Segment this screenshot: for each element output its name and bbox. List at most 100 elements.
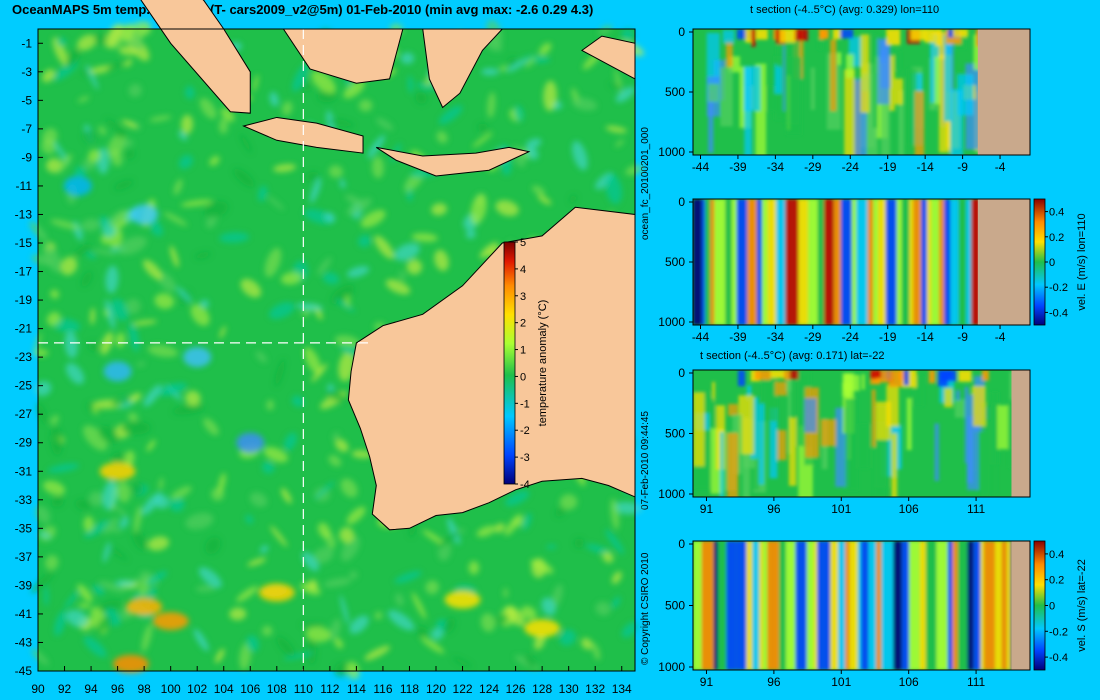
section2-band (966, 199, 971, 325)
section1-cell (888, 55, 895, 111)
section4-band (1006, 541, 1011, 670)
map-eddy (574, 538, 584, 548)
section1-cell (844, 69, 855, 155)
section3-cell (906, 397, 912, 451)
section1-cell (894, 78, 904, 105)
map-eddy (129, 392, 142, 403)
map-x-tick-label: 102 (187, 682, 207, 696)
map-eddy (503, 587, 508, 598)
map-x-tick-label: 106 (240, 682, 260, 696)
section3-y-tick-label: 500 (665, 427, 685, 441)
map-eddy (50, 426, 63, 456)
map-eddy (431, 203, 447, 216)
map-eddy (81, 271, 92, 287)
section4-band (726, 541, 737, 670)
map-cool-patch (103, 361, 132, 382)
map-y-tick-label: -33 (15, 493, 33, 507)
section2-band (798, 199, 809, 325)
section3-cell (855, 424, 870, 469)
map-eddy (133, 577, 145, 584)
section1-cell (817, 37, 823, 50)
section3-x-tick-label: 106 (899, 502, 919, 516)
map-eddy (88, 149, 101, 163)
map-eddy (86, 252, 96, 259)
section3-cell (861, 374, 865, 390)
map-eddy (334, 335, 360, 348)
section1-cell (776, 42, 785, 68)
map-eddy (84, 520, 111, 538)
map-eddy (92, 248, 118, 256)
map-eddy (541, 597, 556, 616)
section2-band (931, 199, 940, 325)
map-eddy (249, 492, 268, 507)
map-eddy (217, 472, 226, 494)
map-y-tick-label: -41 (15, 607, 33, 621)
section2-band (958, 199, 967, 325)
map-eddy (317, 522, 331, 539)
map-eddy (345, 295, 351, 308)
map-eddy (376, 117, 394, 131)
map-eddy (229, 607, 247, 621)
map-eddy (621, 27, 635, 42)
section2-colorbar-tick-label: 0.2 (1049, 232, 1064, 244)
section4-x-tick-label: 106 (899, 675, 919, 689)
map-eddy (351, 450, 373, 459)
section1-surface-cell (751, 29, 756, 47)
map-eddy (43, 480, 66, 496)
map-eddy (358, 235, 372, 248)
section4-band (893, 541, 902, 670)
section3-x-tick-label: 111 (967, 502, 986, 516)
map-eddy (495, 200, 519, 217)
section3-title: t section (-4..5°C) (avg: 0.171) lat=-22 (700, 350, 885, 362)
map-eddy (83, 425, 108, 451)
section1-x-tick-label: -24 (842, 160, 860, 174)
map-eddy (98, 580, 126, 593)
section4-field (693, 541, 1030, 670)
section3-surface-cell (754, 370, 771, 380)
map-eddy (307, 635, 317, 665)
map-eddy (481, 68, 499, 76)
map-eddy (31, 648, 49, 666)
section2-band (873, 199, 878, 325)
map-x-tick-label: 120 (426, 682, 446, 696)
map-eddy (532, 185, 546, 196)
section4-band (868, 541, 877, 670)
section2-field (693, 199, 1030, 325)
map-eddy (317, 257, 332, 275)
section2-band (808, 199, 818, 325)
section1-x-tick-label: -19 (879, 160, 897, 174)
section3-surface-cell (937, 370, 948, 387)
section4-colorbar-label: vel. S (m/s) lat=-22 (1076, 559, 1088, 652)
section1-cell (720, 67, 733, 127)
section3-y-tick-label: 0 (678, 366, 685, 380)
map-cool-patch (183, 347, 212, 368)
map-eddy (37, 403, 48, 425)
map-eddy (602, 551, 614, 563)
map-eddy (34, 381, 52, 396)
map-eddy (360, 209, 386, 228)
map-eddy (416, 626, 428, 638)
section4-y-tick-label: 500 (665, 599, 685, 613)
section3-cell (727, 432, 739, 497)
section4-band (881, 541, 894, 670)
map-eddy (65, 363, 85, 385)
map-eddy (283, 651, 314, 661)
map-y-tick-label: -1 (21, 36, 32, 50)
map-eddy (257, 185, 268, 202)
section4-band (752, 541, 760, 670)
map-eddy (605, 529, 625, 555)
map-eddy (209, 155, 220, 166)
map-eddy (82, 129, 97, 144)
map-eddy (214, 648, 225, 664)
section4-colorbar-tick-label: -0.4 (1049, 652, 1068, 664)
map-colorbar-tick-label: -2 (520, 425, 530, 437)
map-eddy (291, 395, 305, 407)
section1-cell (722, 30, 735, 44)
section4-band (806, 541, 815, 670)
map-eddy (94, 32, 107, 46)
map-eddy (33, 349, 49, 357)
section4-band (845, 541, 850, 670)
map-eddy (416, 82, 435, 91)
section4-x-tick-label: 96 (767, 675, 781, 689)
